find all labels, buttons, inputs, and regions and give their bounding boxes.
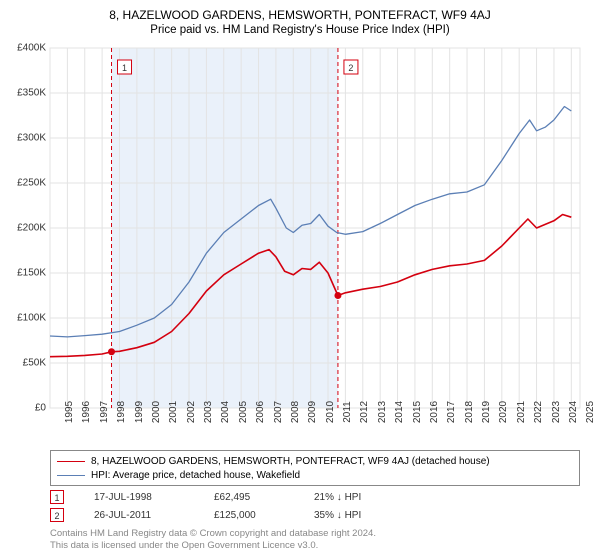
event-price: £62,495	[214, 492, 284, 503]
chart-svg: 12	[50, 48, 580, 408]
legend-swatch	[57, 475, 85, 476]
event-marker-box: 2	[50, 508, 64, 522]
legend-item: HPI: Average price, detached house, Wake…	[57, 468, 573, 482]
event-row: 2 26-JUL-2011 £125,000 35% ↓ HPI	[50, 506, 361, 524]
event-list: 1 17-JUL-1998 £62,495 21% ↓ HPI 2 26-JUL-2011…	[50, 488, 361, 524]
legend-swatch	[57, 461, 85, 462]
y-axis-tick-label: £100K	[17, 313, 46, 324]
legend-label: 8, HAZELWOOD GARDENS, HEMSWORTH, PONTEFR…	[91, 456, 490, 467]
footnote-line: Contains HM Land Registry data © Crown c…	[50, 528, 376, 540]
footnote-line: This data is licensed under the Open Gov…	[50, 540, 376, 552]
svg-text:1: 1	[122, 63, 127, 73]
y-axis-tick-label: £150K	[17, 268, 46, 279]
y-axis-tick-label: £50K	[23, 358, 46, 369]
legend-item: 8, HAZELWOOD GARDENS, HEMSWORTH, PONTEFR…	[57, 454, 573, 468]
event-price: £125,000	[214, 510, 284, 521]
chart-title: 8, HAZELWOOD GARDENS, HEMSWORTH, PONTEFR…	[0, 0, 600, 22]
y-axis-tick-label: £400K	[17, 43, 46, 54]
y-axis-tick-label: £300K	[17, 133, 46, 144]
event-date: 17-JUL-1998	[94, 492, 184, 503]
event-row: 1 17-JUL-1998 £62,495 21% ↓ HPI	[50, 488, 361, 506]
event-marker-box: 1	[50, 490, 64, 504]
event-date: 26-JUL-2011	[94, 510, 184, 521]
svg-text:2: 2	[348, 63, 353, 73]
y-axis-tick-label: £250K	[17, 178, 46, 189]
footnote: Contains HM Land Registry data © Crown c…	[50, 528, 376, 552]
event-delta: 35% ↓ HPI	[314, 510, 361, 521]
legend: 8, HAZELWOOD GARDENS, HEMSWORTH, PONTEFR…	[50, 450, 580, 486]
chart-plot-area: 12 £0£50K£100K£150K£200K£250K£300K£350K£…	[50, 48, 580, 408]
event-delta: 21% ↓ HPI	[314, 492, 361, 503]
y-axis-tick-label: £0	[35, 403, 46, 414]
legend-label: HPI: Average price, detached house, Wake…	[91, 470, 300, 481]
y-axis-tick-label: £200K	[17, 223, 46, 234]
x-axis-tick-label: 2025	[571, 401, 596, 423]
chart-subtitle: Price paid vs. HM Land Registry's House …	[0, 24, 600, 36]
y-axis-tick-label: £350K	[17, 88, 46, 99]
